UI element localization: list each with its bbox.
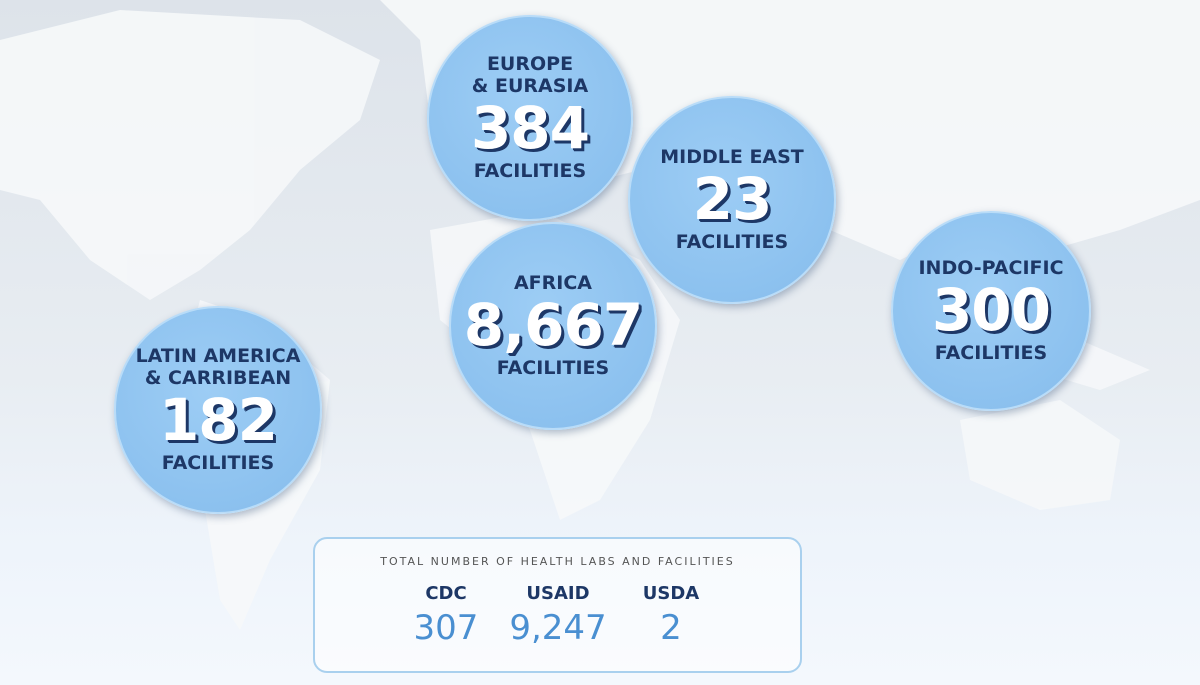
region-unit: FACILITIES [161,452,275,474]
region-name: & EURASIA [471,75,589,97]
totals-box: TOTAL NUMBER OF HEALTH LABS AND FACILITI… [313,537,802,673]
agency-value: 307 [413,608,479,648]
region-name: MIDDLE EAST [660,146,804,168]
region-name: LATIN AMERICA [135,345,301,367]
region-circle: MIDDLE EAST 23 FACILITIES [628,96,836,304]
region-count: 300 [931,276,1051,344]
region-name: & CARRIBEAN [144,367,292,389]
agency-name: USAID [526,583,590,604]
region-name: INDO-PACIFIC [918,257,1064,279]
agency-value: 9,247 [509,608,607,648]
agency: CDC 307 [381,583,511,648]
region-circle: INDO-PACIFIC 300 FACILITIES [891,211,1091,411]
region-count: 384 [470,94,590,162]
region-circle: AFRICA 8,667 FACILITIES [449,222,657,430]
region-unit: FACILITIES [934,342,1048,364]
agency: USAID 9,247 [493,583,623,648]
region-unit: FACILITIES [496,357,610,379]
totals-title: TOTAL NUMBER OF HEALTH LABS AND FACILITI… [380,555,735,568]
region-name: AFRICA [513,272,593,294]
region-count: 23 [692,165,773,233]
region-count: 8,667 [463,291,643,359]
region-name: EUROPE [486,53,574,75]
region-circle: LATIN AMERICA & CARRIBEAN 182 FACILITIES [114,306,322,514]
agency: USDA 2 [606,583,736,648]
agency-name: USDA [642,583,700,604]
region-circle: EUROPE & EURASIA 384 FACILITIES [427,15,633,221]
agency-value: 2 [660,608,682,648]
agency-name: CDC [425,583,467,604]
region-unit: FACILITIES [675,231,789,253]
region-count: 182 [158,386,278,454]
region-unit: FACILITIES [473,160,587,182]
